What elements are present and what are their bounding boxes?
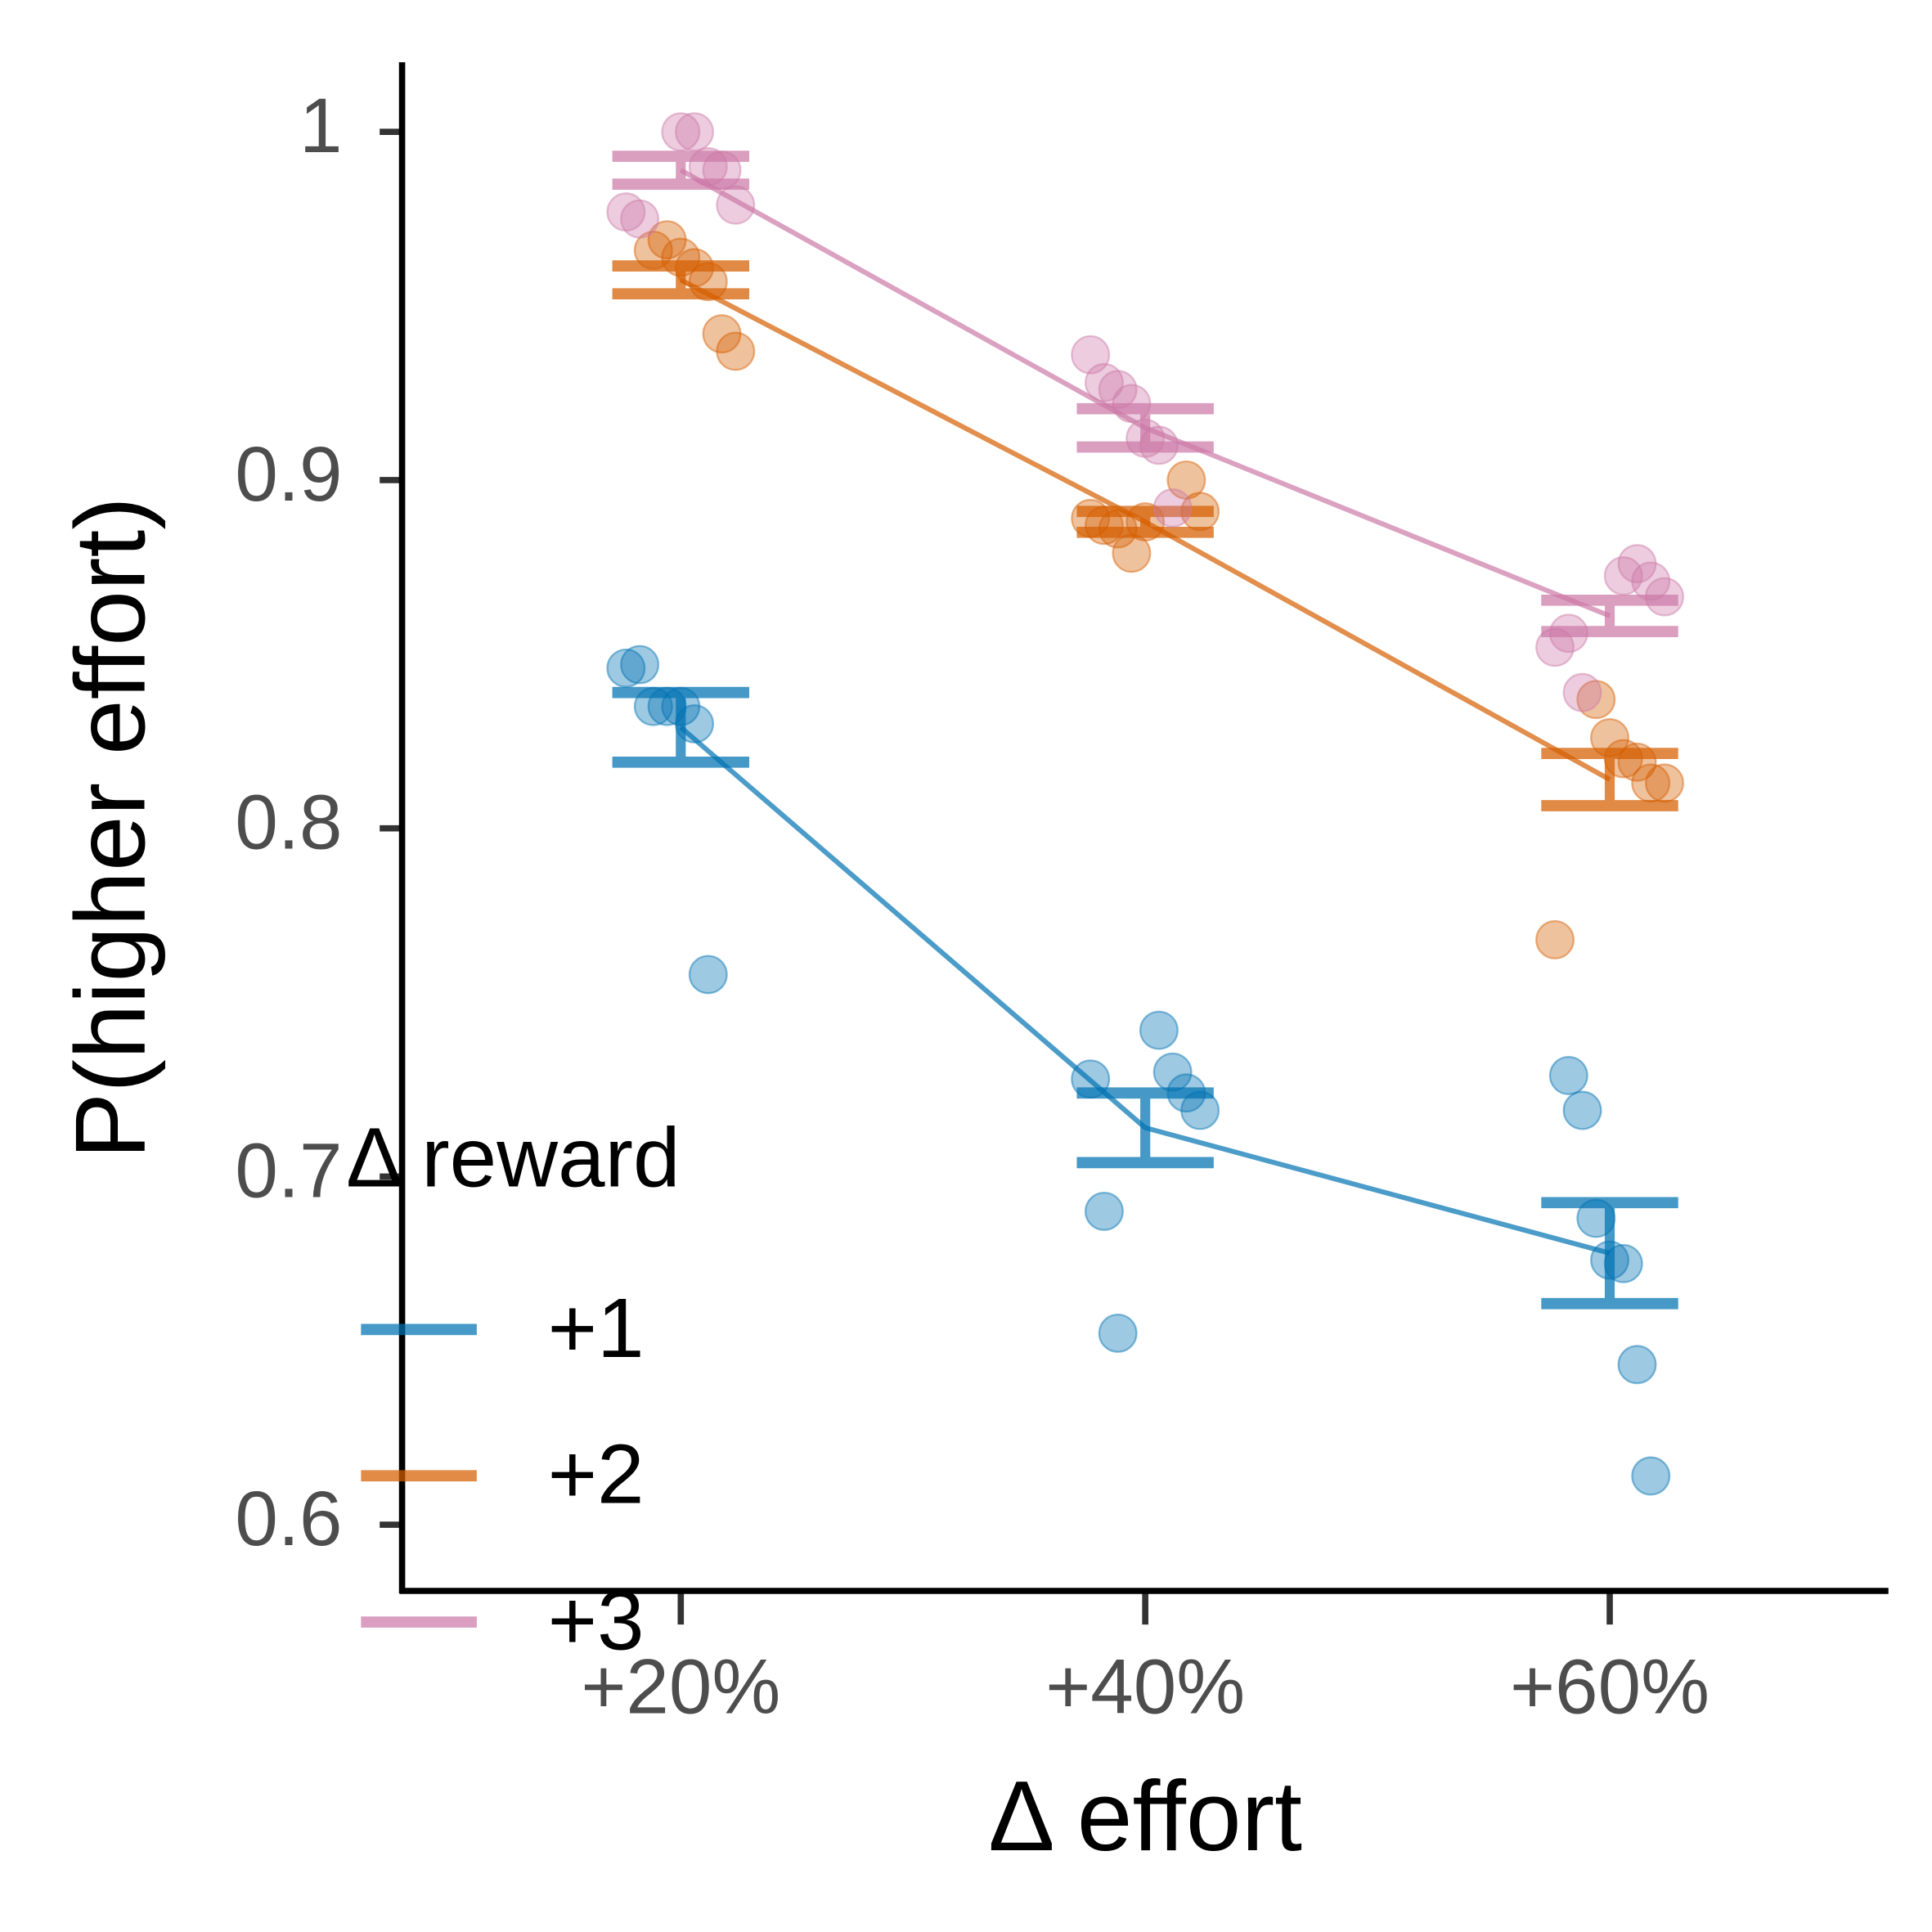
- y-tick-label: 0.7: [235, 1127, 342, 1213]
- data-point: [675, 112, 715, 152]
- data-point: [1152, 488, 1193, 528]
- error-bar: [1541, 748, 1678, 811]
- data-point: [1617, 544, 1657, 584]
- data-point: [1166, 460, 1206, 500]
- y-tick-label: 0.8: [235, 780, 342, 865]
- y-tick-label: 0.6: [235, 1476, 342, 1561]
- legend-label: +2: [548, 1427, 645, 1521]
- data-point: [1098, 1313, 1138, 1353]
- data-point: [716, 331, 756, 371]
- legend-title: Δ reward: [346, 1109, 680, 1204]
- data-point: [620, 645, 660, 685]
- data-point: [1084, 1191, 1124, 1231]
- error-bar: [1076, 1087, 1214, 1169]
- error-bar: [612, 151, 749, 190]
- data-point: [1645, 763, 1684, 803]
- data-point: [702, 314, 742, 354]
- data-point: [1631, 1456, 1671, 1496]
- x-axis-title: Δ effort: [988, 1760, 1302, 1871]
- data-point: [1548, 1055, 1588, 1095]
- data-point: [606, 192, 646, 232]
- legend-label: +3: [548, 1572, 645, 1667]
- error-bar: [1076, 402, 1214, 453]
- y-axis-title: P(higher effort): [55, 496, 166, 1159]
- data-point: [1617, 1345, 1657, 1385]
- error-bar: [1541, 594, 1678, 637]
- data-point: [1603, 556, 1643, 595]
- data-point: [1535, 919, 1575, 959]
- data-point: [620, 199, 660, 239]
- data-point: [647, 220, 687, 260]
- data-point: [688, 955, 728, 995]
- data-point: [1562, 1090, 1602, 1130]
- data-point: [1562, 672, 1602, 712]
- x-tick-label: +20%: [581, 1644, 780, 1730]
- y-tick-label: 1: [299, 83, 342, 168]
- data-point: [606, 648, 646, 688]
- data-point: [1139, 1010, 1179, 1050]
- error-bar: [1076, 505, 1214, 538]
- x-tick-label: +60%: [1510, 1644, 1710, 1730]
- error-bar: [612, 686, 749, 768]
- data-point: [661, 112, 701, 152]
- error-bar: [612, 260, 749, 300]
- y-tick-label: 0.9: [235, 431, 342, 517]
- plot-layer: 0.6 0.7 0.8 0.9 1 +20% +40% +60%: [235, 62, 1889, 1730]
- data-point: [1071, 335, 1111, 375]
- data-point: [1084, 362, 1124, 402]
- data-point: [1576, 680, 1616, 720]
- legend-label: +1: [548, 1280, 645, 1375]
- error-bar: [1541, 1197, 1678, 1310]
- x-tick-label: +40%: [1045, 1644, 1245, 1730]
